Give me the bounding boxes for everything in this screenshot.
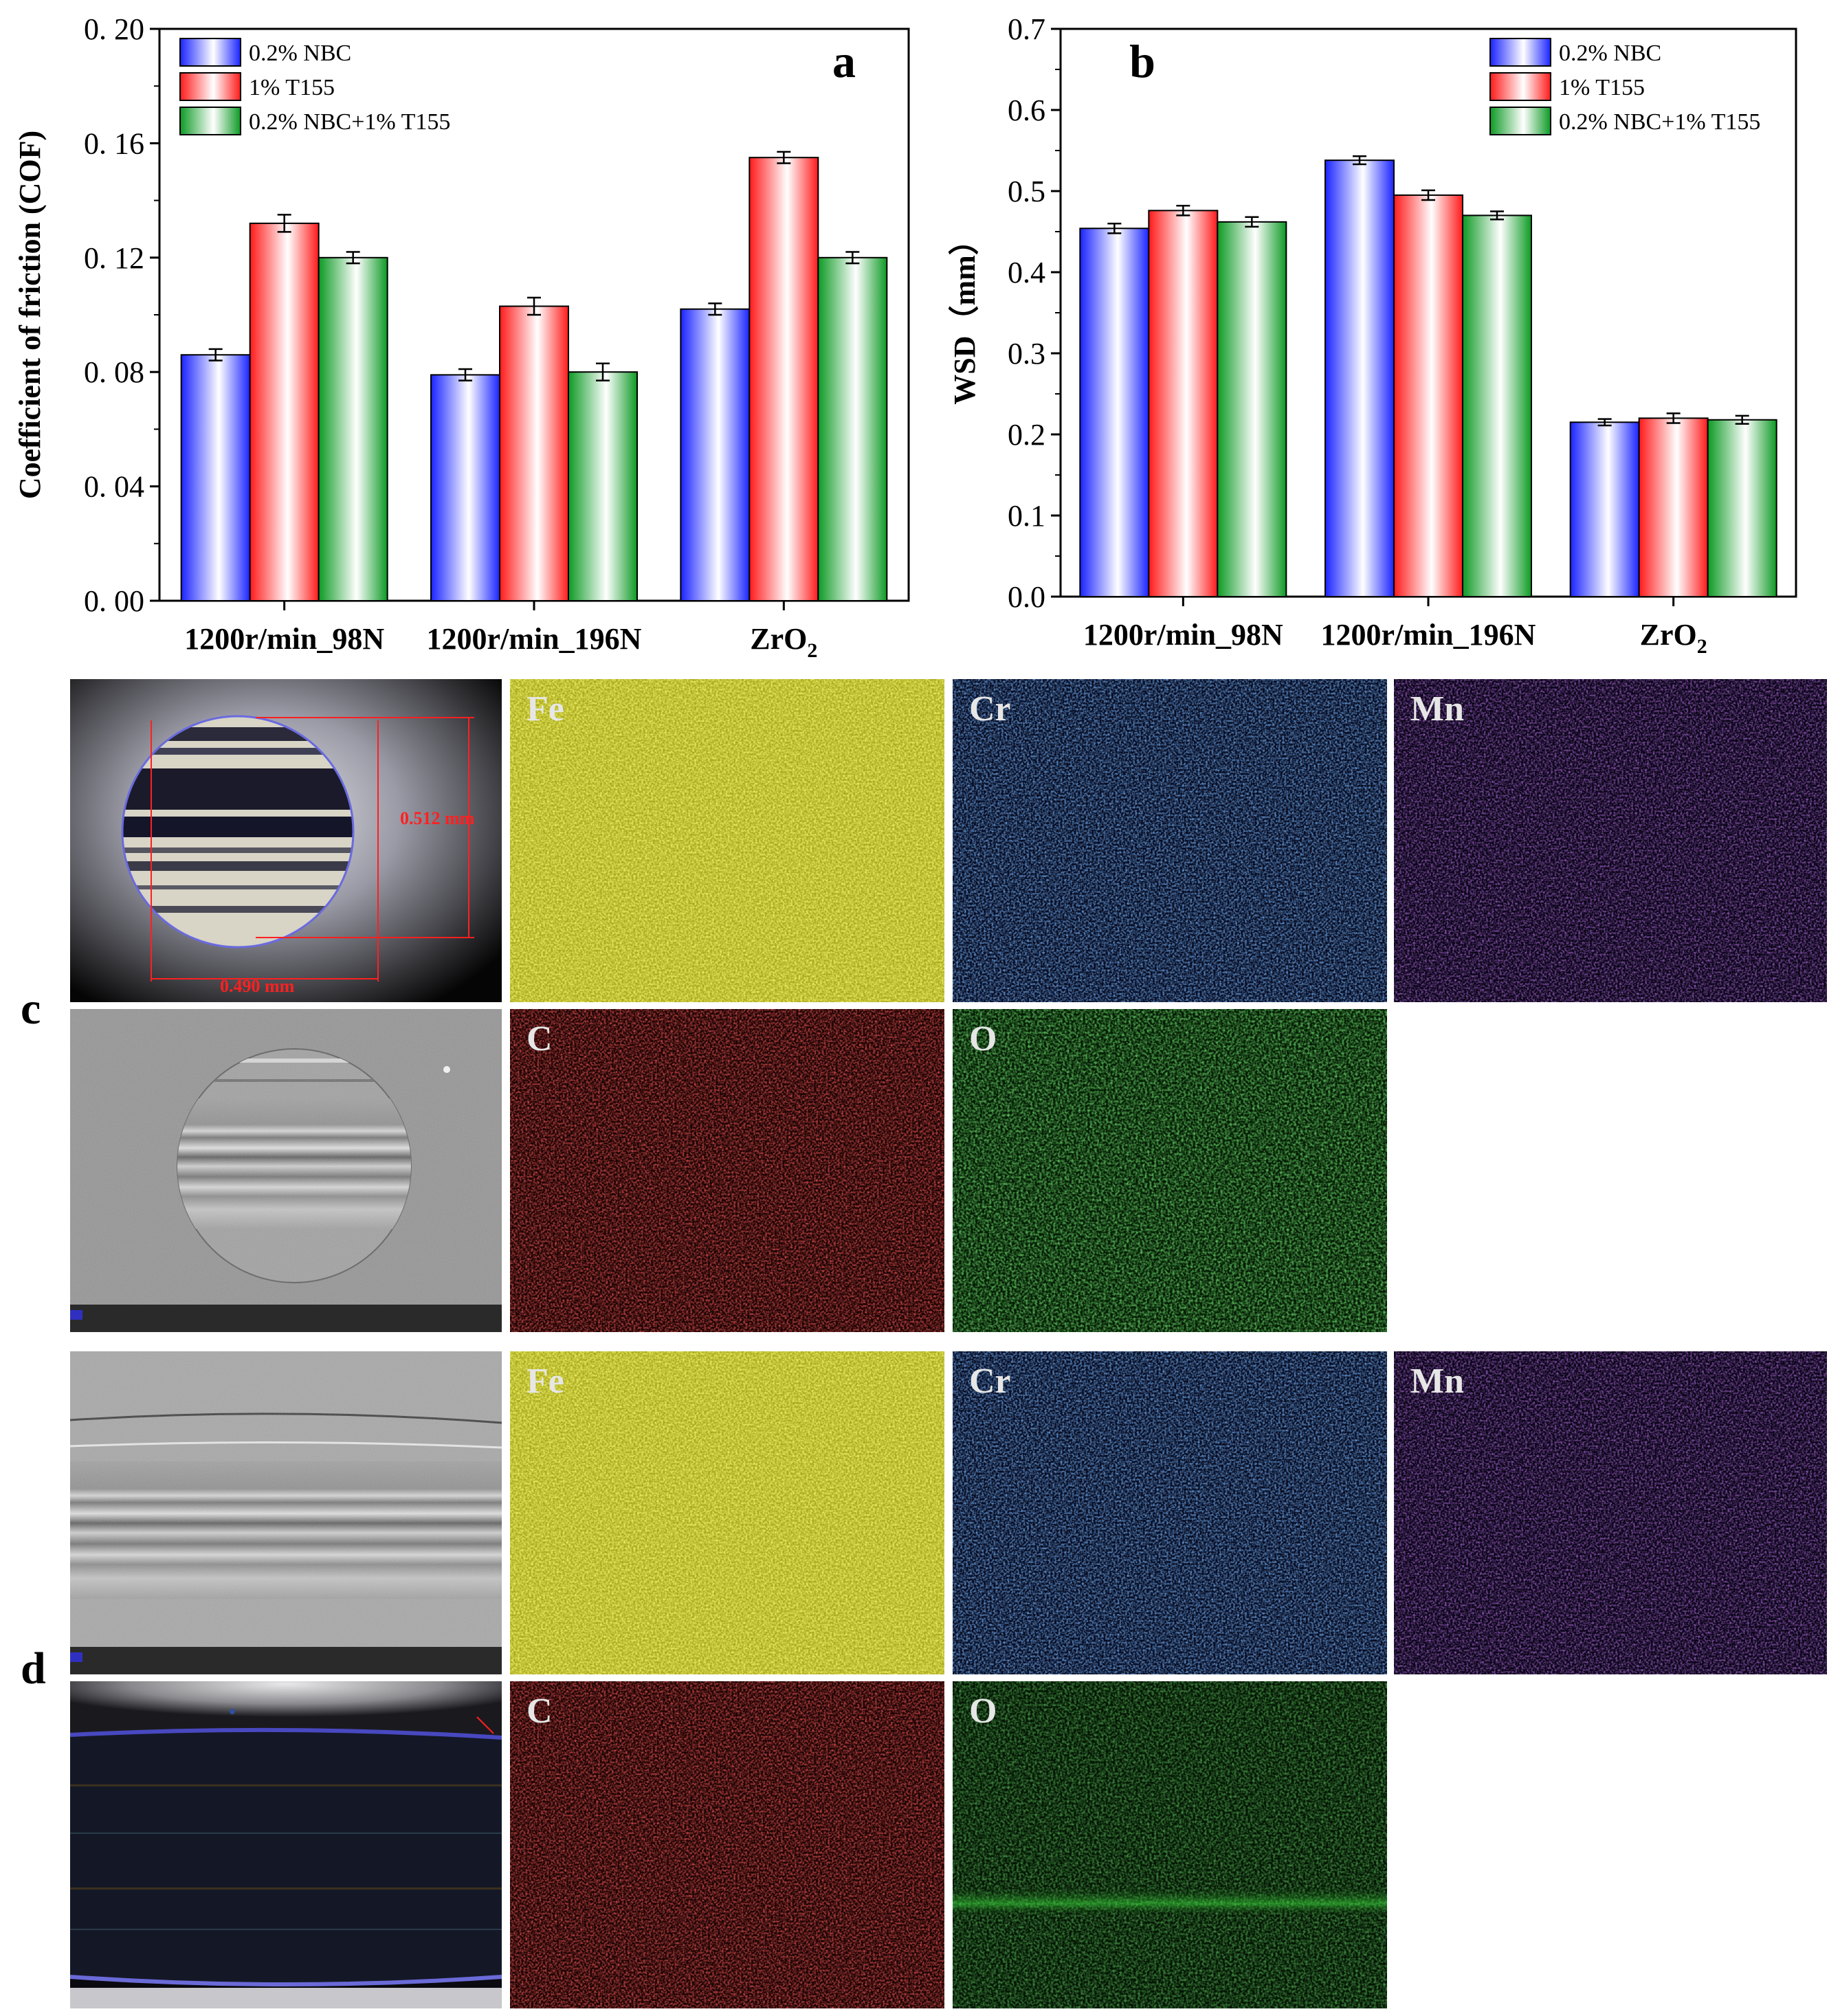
d-map-c-label: C xyxy=(526,1692,553,1731)
chart-b-legend: 0.2% NBC 1% T155 0.2% NBC+1% T155 xyxy=(1489,38,1760,135)
d-optical-wear-track xyxy=(70,1681,502,2008)
y-tick-label: 0.5 xyxy=(1008,175,1045,208)
bar xyxy=(1079,228,1150,597)
c-map-fe-label: Fe xyxy=(526,689,564,729)
bar xyxy=(180,354,251,601)
c-map-mn-label: Mn xyxy=(1410,689,1464,729)
d-map-cr: Cr xyxy=(953,1351,1387,1674)
wsd-bar-chart: 0.00.10.20.30.40.50.60.7 1200r/min_98N 12… xyxy=(948,12,1797,658)
x-tick-label: 1200r/min_98N xyxy=(1083,618,1283,652)
c-map-o: O xyxy=(953,1009,1387,1332)
bar xyxy=(318,256,388,601)
y-tick-label: 0. 16 xyxy=(84,126,144,160)
legend-swatch xyxy=(179,107,241,135)
bar xyxy=(1148,210,1219,597)
c-map-fe: Fe xyxy=(510,679,944,1002)
bar xyxy=(680,308,751,601)
x-tick-subscript: 2 xyxy=(1697,635,1707,658)
x-tick-label: 1200r/min_196N xyxy=(1321,618,1536,652)
panel-c-letter: c xyxy=(21,984,41,1034)
c-scar-stripes xyxy=(122,716,353,947)
d-map-fe: Fe xyxy=(510,1351,944,1674)
legend-label: 0.2% NBC xyxy=(249,41,351,66)
d-map-mn-label: Mn xyxy=(1410,1362,1464,1401)
c-measure-lines xyxy=(151,717,474,982)
d-map-cr-label: Cr xyxy=(969,1362,1011,1401)
bar xyxy=(1462,214,1532,597)
x-tick-subscript: 2 xyxy=(807,639,817,660)
bar xyxy=(430,374,500,601)
y-tick-label: 0.7 xyxy=(1008,12,1045,46)
legend-label: 0.2% NBC+1% T155 xyxy=(249,109,450,135)
c-measure-horizontal: 0.490 mm xyxy=(220,976,295,996)
y-tick-label: 0.4 xyxy=(1008,256,1045,289)
y-tick-label: 0.6 xyxy=(1008,93,1045,127)
x-tick-label: 1200r/min_196N xyxy=(427,622,642,656)
bar xyxy=(1393,194,1463,597)
x-tick-label: ZrO2 xyxy=(750,622,817,660)
panel-d-letter: d xyxy=(21,1643,46,1694)
legend-swatch xyxy=(1489,38,1551,67)
bar xyxy=(1569,421,1640,597)
chart-a-y-label: Coefficient of friction (COF) xyxy=(13,131,47,499)
bar xyxy=(249,222,320,601)
chart-a-y-axis: 0. 00 0. 04 0. 08 0. 12 0. 16 0. 20 xyxy=(84,12,159,618)
c-measure-vertical: 0.512 mm xyxy=(400,808,475,828)
chart-b-y-axis: 0.0 0.1 0.2 0.3 0.4 0.5 0.6 0.7 xyxy=(1008,12,1061,614)
c-map-cr-label: Cr xyxy=(969,689,1011,729)
y-tick-label: 0. 12 xyxy=(84,241,144,275)
y-tick-label: 0. 04 xyxy=(84,470,144,504)
d-map-o-label: O xyxy=(969,1692,997,1731)
legend-swatch xyxy=(179,72,241,101)
c-sem-wear-scar xyxy=(70,1009,502,1332)
d-map-c: C xyxy=(510,1681,944,2008)
c-optical-wear-scar: 0.490 mm 0.512 mm xyxy=(70,679,502,1002)
y-tick-label: 0. 20 xyxy=(84,12,144,46)
chart-a-panel-letter: a xyxy=(832,35,856,87)
bar xyxy=(1638,417,1709,598)
c-map-c: C xyxy=(510,1009,944,1332)
chart-b-bars xyxy=(1079,155,1777,598)
d-sem-wear-track xyxy=(70,1351,502,1674)
y-tick-label: 0.3 xyxy=(1008,337,1045,370)
legend-swatch xyxy=(1489,72,1551,101)
chart-b-x-axis: 1200r/min_98N 1200r/min_196N ZrO2 xyxy=(1083,597,1707,658)
bar xyxy=(1707,419,1777,597)
y-tick-label: 0. 08 xyxy=(84,355,144,389)
chart-a-bars xyxy=(180,151,888,601)
legend-label: 1% T155 xyxy=(1559,75,1645,100)
bar xyxy=(1217,221,1287,597)
chart-b-y-label: WSD（mm） xyxy=(948,225,982,405)
y-tick-label: 0.1 xyxy=(1008,499,1045,533)
legend-label: 0.2% NBC+1% T155 xyxy=(1559,109,1760,135)
y-tick-label: 0.0 xyxy=(1008,580,1045,614)
x-tick-label: 1200r/min_98N xyxy=(184,622,384,656)
cof-bar-chart: 0. 00 0. 04 0. 08 0. 12 0. 16 0. 20 1200r/min… xyxy=(13,12,910,660)
x-tick-label: ZrO2 xyxy=(1640,618,1707,658)
legend-label: 1% T155 xyxy=(249,75,335,100)
bar xyxy=(568,371,638,601)
c-map-mn: Mn xyxy=(1394,679,1827,1002)
legend-label: 0.2% NBC xyxy=(1559,41,1661,66)
c-map-o-label: O xyxy=(969,1019,997,1059)
c-map-c-label: C xyxy=(526,1019,553,1059)
legend-swatch xyxy=(179,38,241,67)
d-map-o: O xyxy=(953,1681,1387,2008)
d-map-fe-label: Fe xyxy=(526,1362,564,1401)
bar xyxy=(749,157,819,601)
c-map-cr: Cr xyxy=(953,679,1387,1002)
chart-a-x-axis: 1200r/min_98N 1200r/min_196N ZrO2 xyxy=(184,601,817,660)
y-tick-label: 0.2 xyxy=(1008,418,1045,452)
bar xyxy=(499,305,569,601)
legend-swatch xyxy=(1489,107,1551,135)
d-map-mn: Mn xyxy=(1394,1351,1827,1674)
bar xyxy=(1324,159,1395,598)
y-tick-label: 0. 00 xyxy=(84,584,144,618)
chart-a-legend: 0.2% NBC 1% T155 0.2% NBC+1% T155 xyxy=(179,38,450,135)
bar xyxy=(817,256,888,601)
chart-b-panel-letter: b xyxy=(1129,35,1155,87)
